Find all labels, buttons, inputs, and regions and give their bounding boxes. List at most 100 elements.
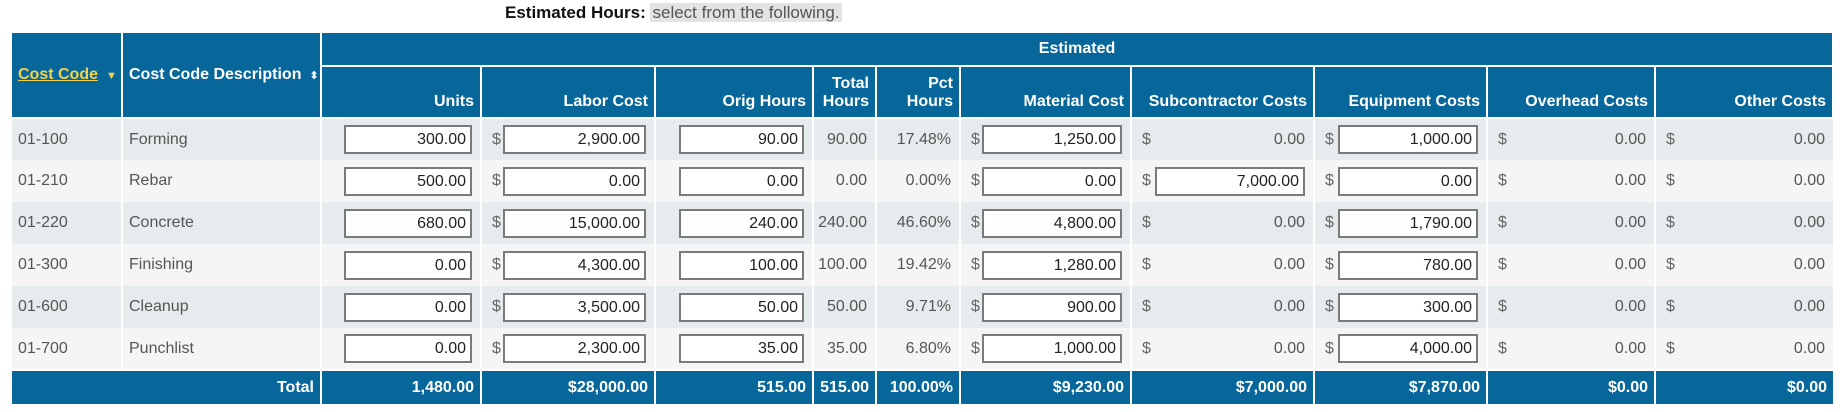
labor-cost-cell: $4,300.00 <box>480 244 655 286</box>
total-hours-cell: 240.00 <box>812 202 876 244</box>
units-input[interactable]: 0.00 <box>344 250 472 280</box>
col-header-other-costs: Other Costs <box>1654 66 1834 119</box>
col-header-cost-code[interactable]: Cost Code ▼ <box>10 33 123 119</box>
orig-hours-input[interactable]: 90.00 <box>679 125 804 154</box>
col-header-units: Units <box>320 66 482 119</box>
subcontractor-costs-cell: $0.00 <box>1130 328 1314 370</box>
estimated-hours-selection[interactable]: select from the following. <box>650 3 842 22</box>
total-hours-cell: 50.00 <box>812 286 876 328</box>
equipment-costs-input[interactable]: 1,000.00 <box>1338 125 1478 154</box>
subcontractor-costs-value: 0.00 <box>1273 130 1305 148</box>
subcontractor-costs-value: 0.00 <box>1273 214 1305 231</box>
col-header-description[interactable]: Cost Code Description ⬍ <box>121 33 322 119</box>
other-costs-value: 0.00 <box>1793 339 1825 357</box>
labor-cost-input[interactable]: 2,300.00 <box>503 334 646 363</box>
labor-cost-cell: $15,000.00 <box>480 202 655 244</box>
cost-code-sort-link[interactable]: Cost Code <box>18 66 98 83</box>
cost-code-cell: 01-220 <box>10 202 122 244</box>
overhead-costs-value: 0.00 <box>1614 256 1646 273</box>
sort-both-icon[interactable]: ⬍ <box>309 70 319 82</box>
labor-cost-input[interactable]: 4,300.00 <box>503 250 646 280</box>
pct-hours-cell: 19.42% <box>875 244 960 286</box>
description-cell: Concrete <box>121 202 321 244</box>
equipment-costs-input[interactable]: 1,790.00 <box>1338 208 1478 238</box>
orig-hours-cell: 50.00 <box>654 286 813 328</box>
currency-symbol: $ <box>971 298 980 315</box>
units-input[interactable]: 0.00 <box>344 334 472 363</box>
orig-hours-input[interactable]: 240.00 <box>679 208 804 238</box>
labor-cost-input[interactable]: 0.00 <box>503 166 646 196</box>
orig-hours-input[interactable]: 100.00 <box>679 250 804 280</box>
units-input[interactable]: 300.00 <box>344 125 472 154</box>
other-costs-cell: $0.00 <box>1654 118 1833 160</box>
units-input[interactable]: 500.00 <box>344 166 472 196</box>
units-cell: 0.00 <box>320 286 481 328</box>
pct-hours-line2: Hours <box>906 93 953 110</box>
equipment-costs-input[interactable]: 780.00 <box>1338 250 1478 280</box>
units-cell: 500.00 <box>320 160 481 202</box>
total-hours-cell: 35.00 <box>812 328 876 370</box>
overhead-costs-cell: $0.00 <box>1486 328 1655 370</box>
subcontractor-costs-input[interactable]: 7,000.00 <box>1155 166 1305 196</box>
equipment-costs-input[interactable]: 300.00 <box>1338 292 1478 322</box>
material-cost-input[interactable]: 1,280.00 <box>982 250 1122 280</box>
totals-label: Total <box>10 369 321 404</box>
table-row: 01-600 Cleanup 0.00 $3,500.00 50.00 50.0… <box>10 286 1833 328</box>
currency-symbol: $ <box>1142 298 1151 315</box>
overhead-costs-cell: $0.00 <box>1486 286 1655 328</box>
total-pct-hours: 100.00% <box>875 369 960 404</box>
material-cost-input[interactable]: 4,800.00 <box>982 208 1122 238</box>
overhead-costs-value: 0.00 <box>1614 130 1646 148</box>
units-cell: 300.00 <box>320 118 481 160</box>
labor-cost-input[interactable]: 2,900.00 <box>503 125 646 154</box>
currency-symbol: $ <box>492 339 501 357</box>
material-cost-input[interactable]: 900.00 <box>982 292 1122 322</box>
pct-hours-cell: 9.71% <box>875 286 960 328</box>
orig-hours-input[interactable]: 50.00 <box>679 292 804 322</box>
material-cost-cell: $1,000.00 <box>959 328 1131 370</box>
material-cost-input[interactable]: 1,000.00 <box>982 334 1122 363</box>
labor-cost-input[interactable]: 3,500.00 <box>503 292 646 322</box>
other-costs-value: 0.00 <box>1793 256 1825 273</box>
description-cell: Punchlist <box>121 328 321 370</box>
orig-hours-input[interactable]: 35.00 <box>679 334 804 363</box>
material-cost-cell: $0.00 <box>959 160 1131 202</box>
other-costs-value: 0.00 <box>1793 214 1825 231</box>
material-cost-input[interactable]: 1,250.00 <box>982 125 1122 154</box>
currency-symbol: $ <box>1325 298 1334 315</box>
total-equipment-costs: $7,870.00 <box>1313 369 1487 404</box>
cost-code-cell: 01-300 <box>10 244 122 286</box>
total-total-hours: 515.00 <box>812 369 876 404</box>
labor-cost-cell: $2,300.00 <box>480 328 655 370</box>
units-input[interactable]: 0.00 <box>344 292 472 322</box>
col-header-total-hours: Total Hours <box>812 66 877 119</box>
cost-code-cell: 01-100 <box>10 118 122 160</box>
labor-cost-cell: $2,900.00 <box>480 118 655 160</box>
pct-hours-cell: 17.48% <box>875 118 960 160</box>
currency-symbol: $ <box>1325 130 1334 148</box>
sort-desc-icon[interactable]: ▼ <box>106 70 117 82</box>
orig-hours-cell: 0.00 <box>654 160 813 202</box>
orig-hours-cell: 90.00 <box>654 118 813 160</box>
currency-symbol: $ <box>1498 298 1507 315</box>
orig-hours-cell: 100.00 <box>654 244 813 286</box>
equipment-costs-cell: $4,000.00 <box>1313 328 1487 370</box>
orig-hours-input[interactable]: 0.00 <box>679 166 804 196</box>
overhead-costs-value: 0.00 <box>1614 172 1646 189</box>
material-cost-input[interactable]: 0.00 <box>982 166 1122 196</box>
total-overhead-costs: $0.00 <box>1486 369 1655 404</box>
other-costs-cell: $0.00 <box>1654 244 1833 286</box>
units-cell: 0.00 <box>320 244 481 286</box>
description-sort-label[interactable]: Cost Code Description <box>129 66 302 83</box>
currency-symbol: $ <box>1666 130 1675 148</box>
currency-symbol: $ <box>1498 214 1507 231</box>
equipment-costs-input[interactable]: 0.00 <box>1338 166 1478 196</box>
equipment-costs-input[interactable]: 4,000.00 <box>1338 334 1478 363</box>
total-hours-cell: 90.00 <box>812 118 876 160</box>
description-cell: Forming <box>121 118 321 160</box>
labor-cost-cell: $0.00 <box>480 160 655 202</box>
description-cell: Finishing <box>121 244 321 286</box>
units-input[interactable]: 680.00 <box>344 208 472 238</box>
total-hours-line1: Total <box>831 75 869 92</box>
labor-cost-input[interactable]: 15,000.00 <box>503 208 646 238</box>
